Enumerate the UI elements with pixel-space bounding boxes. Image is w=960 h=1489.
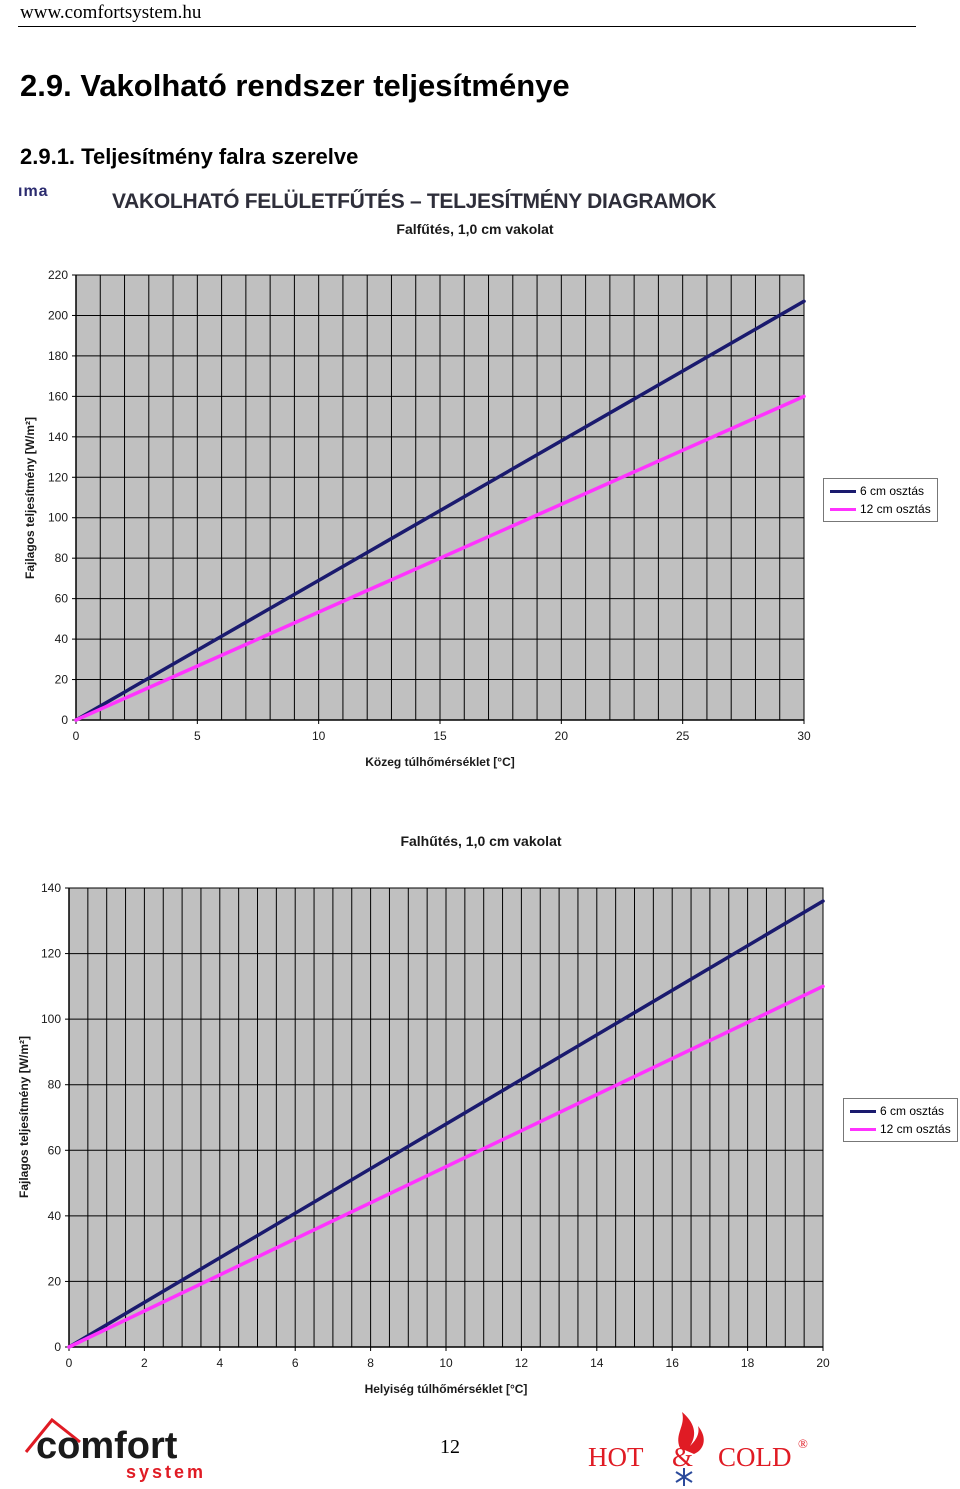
x-tick-label: 18 (741, 1356, 755, 1370)
y-tick-label: 80 (48, 1078, 62, 1092)
page-number: 12 (440, 1436, 460, 1458)
y-tick-label: 40 (55, 632, 69, 646)
x-tick-label: 0 (73, 729, 80, 743)
x-tick-label: 30 (797, 729, 811, 743)
x-tick-label: 5 (194, 729, 201, 743)
y-tick-label: 220 (48, 268, 68, 282)
legend-label-12cm: 12 cm osztás (880, 1122, 951, 1136)
y-tick-label: 120 (48, 470, 68, 484)
y-tick-label: 0 (54, 1340, 61, 1354)
y-tick-label: 160 (48, 389, 68, 403)
y-tick-label: 140 (48, 430, 68, 444)
chart-title: Falfűtés, 1,0 cm vakolat (396, 221, 554, 237)
x-axis-label: Közeg túlhőmérséklet [°C] (365, 755, 514, 769)
snowflake-icon (675, 1468, 693, 1486)
logo-system-word: system (126, 1462, 206, 1482)
y-tick-label: 180 (48, 349, 68, 363)
x-tick-label: 14 (590, 1356, 604, 1370)
x-tick-label: 2 (141, 1356, 148, 1370)
section-title: 2.9. Vakolható rendszer teljesítménye (20, 68, 570, 103)
y-tick-label: 80 (55, 551, 69, 565)
x-tick-label: 12 (515, 1356, 529, 1370)
series-line-6cm (74, 299, 806, 722)
y-tick-label: 20 (55, 673, 69, 687)
x-tick-label: 20 (816, 1356, 830, 1370)
series-line-12cm (74, 394, 806, 722)
x-tick-label: 8 (367, 1356, 374, 1370)
y-tick-label: 20 (48, 1274, 62, 1288)
y-tick-label: 0 (61, 713, 68, 727)
x-axis-label: Helyiség túlhőmérséklet [°C] (365, 1382, 528, 1396)
house-roof-icon (24, 1417, 81, 1453)
legend-swatch-12cm (830, 507, 856, 511)
series-line-12cm (67, 984, 825, 1349)
logo-comfort-word: comfort (36, 1425, 178, 1467)
y-tick-label: 140 (41, 881, 61, 895)
legend-label-6cm: 6 cm osztás (880, 1104, 945, 1118)
subsection-title: 2.9.1. Teljesítmény falra szerelve (20, 144, 359, 169)
x-tick-label: 0 (66, 1356, 73, 1370)
y-tick-label: 60 (48, 1143, 62, 1157)
site-url: www.comfortsystem.hu (20, 2, 202, 23)
x-tick-label: 25 (676, 729, 690, 743)
legend-wall-heating: 6 cm osztás 12 cm osztás (823, 478, 938, 522)
legend-swatch-6cm (850, 1109, 876, 1113)
chart-wall-cooling: Falhűtés, 1,0 cm vakolat0204060801001201… (17, 833, 830, 1396)
y-tick-label: 100 (41, 1012, 61, 1026)
logo-cold-word: COLD (718, 1442, 792, 1472)
legend-label-12cm: 12 cm osztás (860, 502, 931, 516)
legend-item-12cm: 12 cm osztás (830, 500, 931, 518)
x-tick-label: 20 (555, 729, 569, 743)
x-tick-label: 16 (666, 1356, 680, 1370)
legend-swatch-12cm (850, 1127, 876, 1131)
diagram-title: VAKOLHATÓ FELÜLETFŰTÉS – TELJESÍTMÉNY DI… (112, 190, 717, 213)
legend-swatch-6cm (830, 489, 856, 493)
legend-label-6cm: 6 cm osztás (860, 484, 925, 498)
legend-item-6cm: 6 cm osztás (850, 1102, 951, 1120)
chart-wall-heating: Falfűtés, 1,0 cm vakolat0204060801001201… (23, 221, 811, 769)
y-tick-label: 200 (48, 308, 68, 322)
series-line-6cm (67, 899, 825, 1349)
diagram-logo-fragment: ıma (18, 183, 49, 200)
y-tick-label: 40 (48, 1209, 62, 1223)
y-axis-label: Fajlagos teljesítmény [W/m²] (23, 417, 37, 579)
y-tick-label: 60 (55, 592, 69, 606)
header-rule (18, 26, 916, 27)
x-tick-label: 10 (312, 729, 326, 743)
logo-ampersand: & (672, 1442, 693, 1472)
legend-item-12cm: 12 cm osztás (850, 1120, 951, 1138)
chart-title: Falhűtés, 1,0 cm vakolat (400, 833, 561, 849)
y-axis-label: Fajlagos teljesítmény [W/m²] (17, 1036, 31, 1198)
x-tick-label: 15 (433, 729, 447, 743)
registered-mark: ® (798, 1436, 808, 1451)
comfort-system-logo: comfort system (24, 1417, 206, 1482)
logo-hot-word: HOT (588, 1442, 644, 1472)
legend-item-6cm: 6 cm osztás (830, 482, 931, 500)
legend-wall-cooling: 6 cm osztás 12 cm osztás (843, 1098, 958, 1142)
hot-and-cold-logo: HOT & COLD ® (588, 1412, 808, 1486)
flame-icon (678, 1412, 704, 1454)
y-tick-label: 100 (48, 511, 68, 525)
x-tick-label: 6 (292, 1356, 299, 1370)
y-tick-label: 120 (41, 947, 61, 961)
x-tick-label: 10 (439, 1356, 453, 1370)
x-tick-label: 4 (216, 1356, 223, 1370)
